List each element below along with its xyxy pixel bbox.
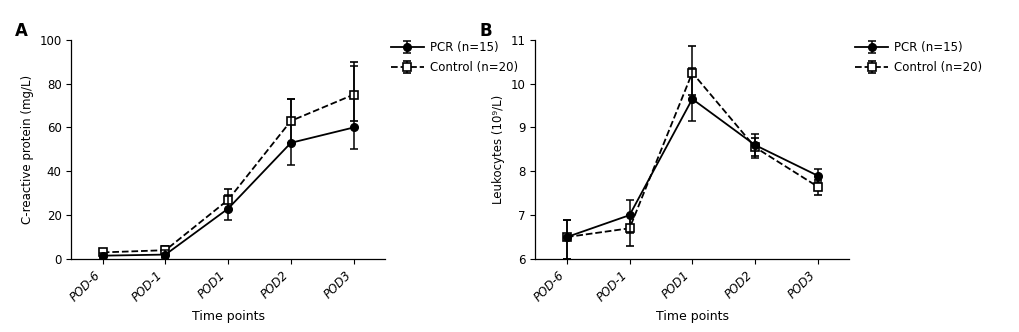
Legend: PCR (n=15), Control (n=20): PCR (n=15), Control (n=20) — [854, 42, 981, 74]
Legend: PCR (n=15), Control (n=20): PCR (n=15), Control (n=20) — [390, 42, 518, 74]
Text: B: B — [479, 22, 491, 40]
Y-axis label: C-reactive protein (mg/L): C-reactive protein (mg/L) — [20, 75, 34, 224]
Y-axis label: Leukocytes (10⁹/L): Leukocytes (10⁹/L) — [492, 95, 504, 204]
X-axis label: Time points: Time points — [655, 310, 729, 323]
Text: A: A — [15, 22, 28, 40]
X-axis label: Time points: Time points — [192, 310, 265, 323]
